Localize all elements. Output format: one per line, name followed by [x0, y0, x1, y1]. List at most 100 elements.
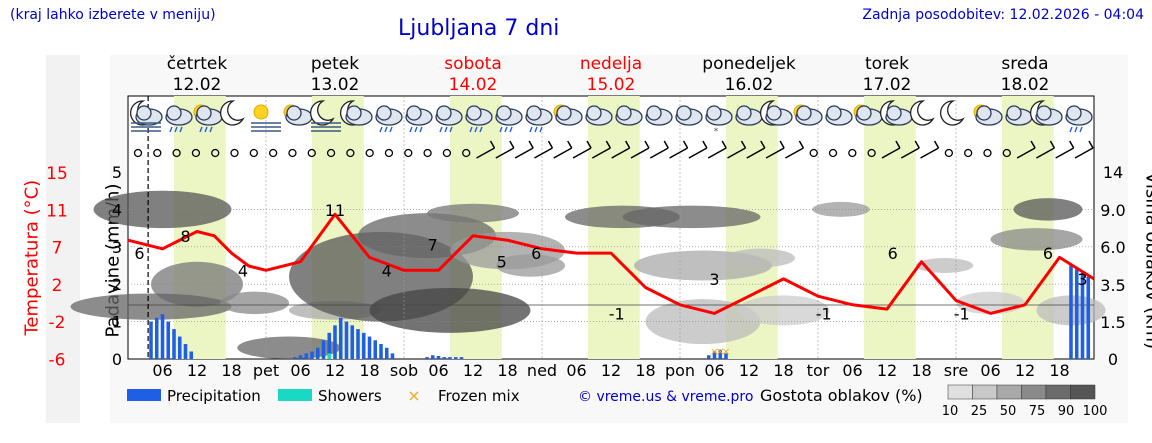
precipitation-tick: 5: [112, 163, 122, 182]
cloud-puff: [586, 105, 602, 121]
wind-barb: [514, 140, 534, 159]
day-short-tick: sob: [390, 361, 418, 380]
rain-drop: [204, 126, 208, 133]
cloud-heavy-rain-icon: [405, 105, 433, 133]
rain-drop: [379, 126, 383, 133]
day-date: 15.02: [587, 75, 636, 95]
wind-barb: [630, 140, 650, 159]
moon-icon: [219, 100, 245, 126]
legend-precipitation-swatch: [127, 389, 161, 401]
precipitation-tick: 4: [112, 200, 122, 219]
wind-barb: [688, 140, 708, 159]
wind-calm-mark: [307, 148, 316, 158]
wind-calm-mark: [983, 148, 992, 158]
precipitation-bar: [172, 329, 176, 359]
cloud-puff: [166, 105, 182, 121]
temperature-label: 6: [134, 244, 144, 263]
wind-calm-mark: [191, 148, 201, 158]
wind-calm-mark: [384, 148, 394, 158]
sun-cloud-icon: [283, 104, 313, 126]
hour-tick: 12: [1015, 361, 1035, 380]
cloud-icon: [585, 105, 613, 126]
rain-drop: [384, 126, 388, 133]
precipitation-tick: 1: [112, 313, 122, 332]
precipitation-bar: [390, 353, 395, 359]
wind-calm-mark: [230, 148, 239, 158]
precipitation-bar: [189, 351, 194, 359]
precipitation-bar: [1069, 265, 1073, 359]
wind-barb: [476, 140, 496, 159]
precipitation-tick: 2: [112, 275, 122, 294]
precipitation-bar: [321, 340, 326, 359]
wind-calm-mark: [172, 148, 181, 158]
precipitation-bar: [160, 314, 165, 359]
precipitation-bar: [712, 351, 717, 359]
cloud-puff: [526, 105, 542, 121]
cloud-puff: [496, 105, 512, 121]
temperature-tick: 2: [52, 276, 63, 296]
wind-barb: [1055, 140, 1075, 159]
sun-cloud-icon: [973, 104, 1003, 126]
wind-calm-mark: [326, 148, 336, 158]
wind-calm-mark: [423, 148, 432, 158]
wind-barb: [591, 140, 611, 159]
wind-barb: [1016, 140, 1036, 159]
temperature-label: 11: [325, 201, 345, 220]
cloud-snow-icon: *: [705, 105, 733, 137]
temperature-tick: -2: [49, 313, 66, 333]
moon-cloud-icon: [759, 100, 793, 126]
hour-tick: 06: [152, 361, 172, 380]
rain-drop: [209, 126, 213, 133]
cloud-density-blob: [1013, 198, 1083, 221]
moon-shape: [909, 100, 935, 126]
rain-drop: [414, 126, 418, 133]
wind-calm-mark: [809, 148, 818, 158]
day-name: torek: [865, 54, 909, 74]
moon-cloud-icon: [879, 100, 913, 126]
precipitation-bar: [298, 355, 303, 359]
cloud-density-blob: [737, 295, 830, 326]
cloud-puff: [616, 105, 632, 121]
day-name: petek: [311, 54, 359, 74]
wind-calm-mark: [828, 148, 838, 158]
precipitation-bar: [361, 332, 366, 359]
cloud-puff: [286, 105, 302, 121]
wind-barb: [534, 140, 554, 159]
wind-calm-mark: [346, 148, 355, 158]
wind-calm-mark: [153, 148, 162, 158]
sun-cloud-icon: [553, 104, 583, 126]
last-update: Zadnja posodobitev: 12.02.2026 - 04:04: [862, 7, 1144, 23]
precipitation-bar: [453, 357, 458, 359]
wind-calm-mark: [944, 148, 954, 158]
day-name: sreda: [1001, 54, 1048, 74]
cloud-density-tick: 100: [1083, 404, 1108, 419]
wind-calm-mark: [268, 148, 278, 158]
precipitation-bar: [338, 317, 343, 359]
wind-barb: [881, 140, 901, 159]
cloud-density-tick: 10: [942, 404, 959, 419]
day-date: 18.02: [1001, 75, 1050, 95]
wind-calm-mark: [288, 148, 297, 158]
precipitation-tick: 3: [112, 238, 122, 257]
wind-calm-mark: [964, 148, 973, 158]
precipitation-bar: [425, 357, 429, 359]
precipitation-tick: 0: [112, 350, 122, 369]
cloud-height-tick: 3.5: [1100, 276, 1125, 295]
wind-barb: [785, 140, 805, 159]
copyright-link[interactable]: © vreme.us & vreme.pro: [578, 389, 754, 405]
day-name: četrtek: [167, 54, 228, 74]
temperature-label: 4: [238, 261, 248, 280]
frozen-mix-marker: ×: [721, 345, 730, 358]
cloud-puff: [376, 105, 392, 121]
moon-cloud-icon: [1029, 100, 1063, 126]
hour-tick: 06: [704, 361, 724, 380]
cloud-icon: [675, 105, 703, 126]
cloud-density-blob: [496, 254, 565, 277]
hour-tick: 18: [635, 361, 655, 380]
location-menu-note[interactable]: (kraj lahko izberete v meniju): [10, 7, 216, 23]
day-date: 13.02: [311, 75, 360, 95]
cloud-density-blob: [427, 203, 519, 223]
temperature-label: 3: [709, 270, 719, 289]
temperature-label: -1: [816, 304, 832, 323]
legend-precipitation-label: Precipitation: [167, 387, 261, 405]
